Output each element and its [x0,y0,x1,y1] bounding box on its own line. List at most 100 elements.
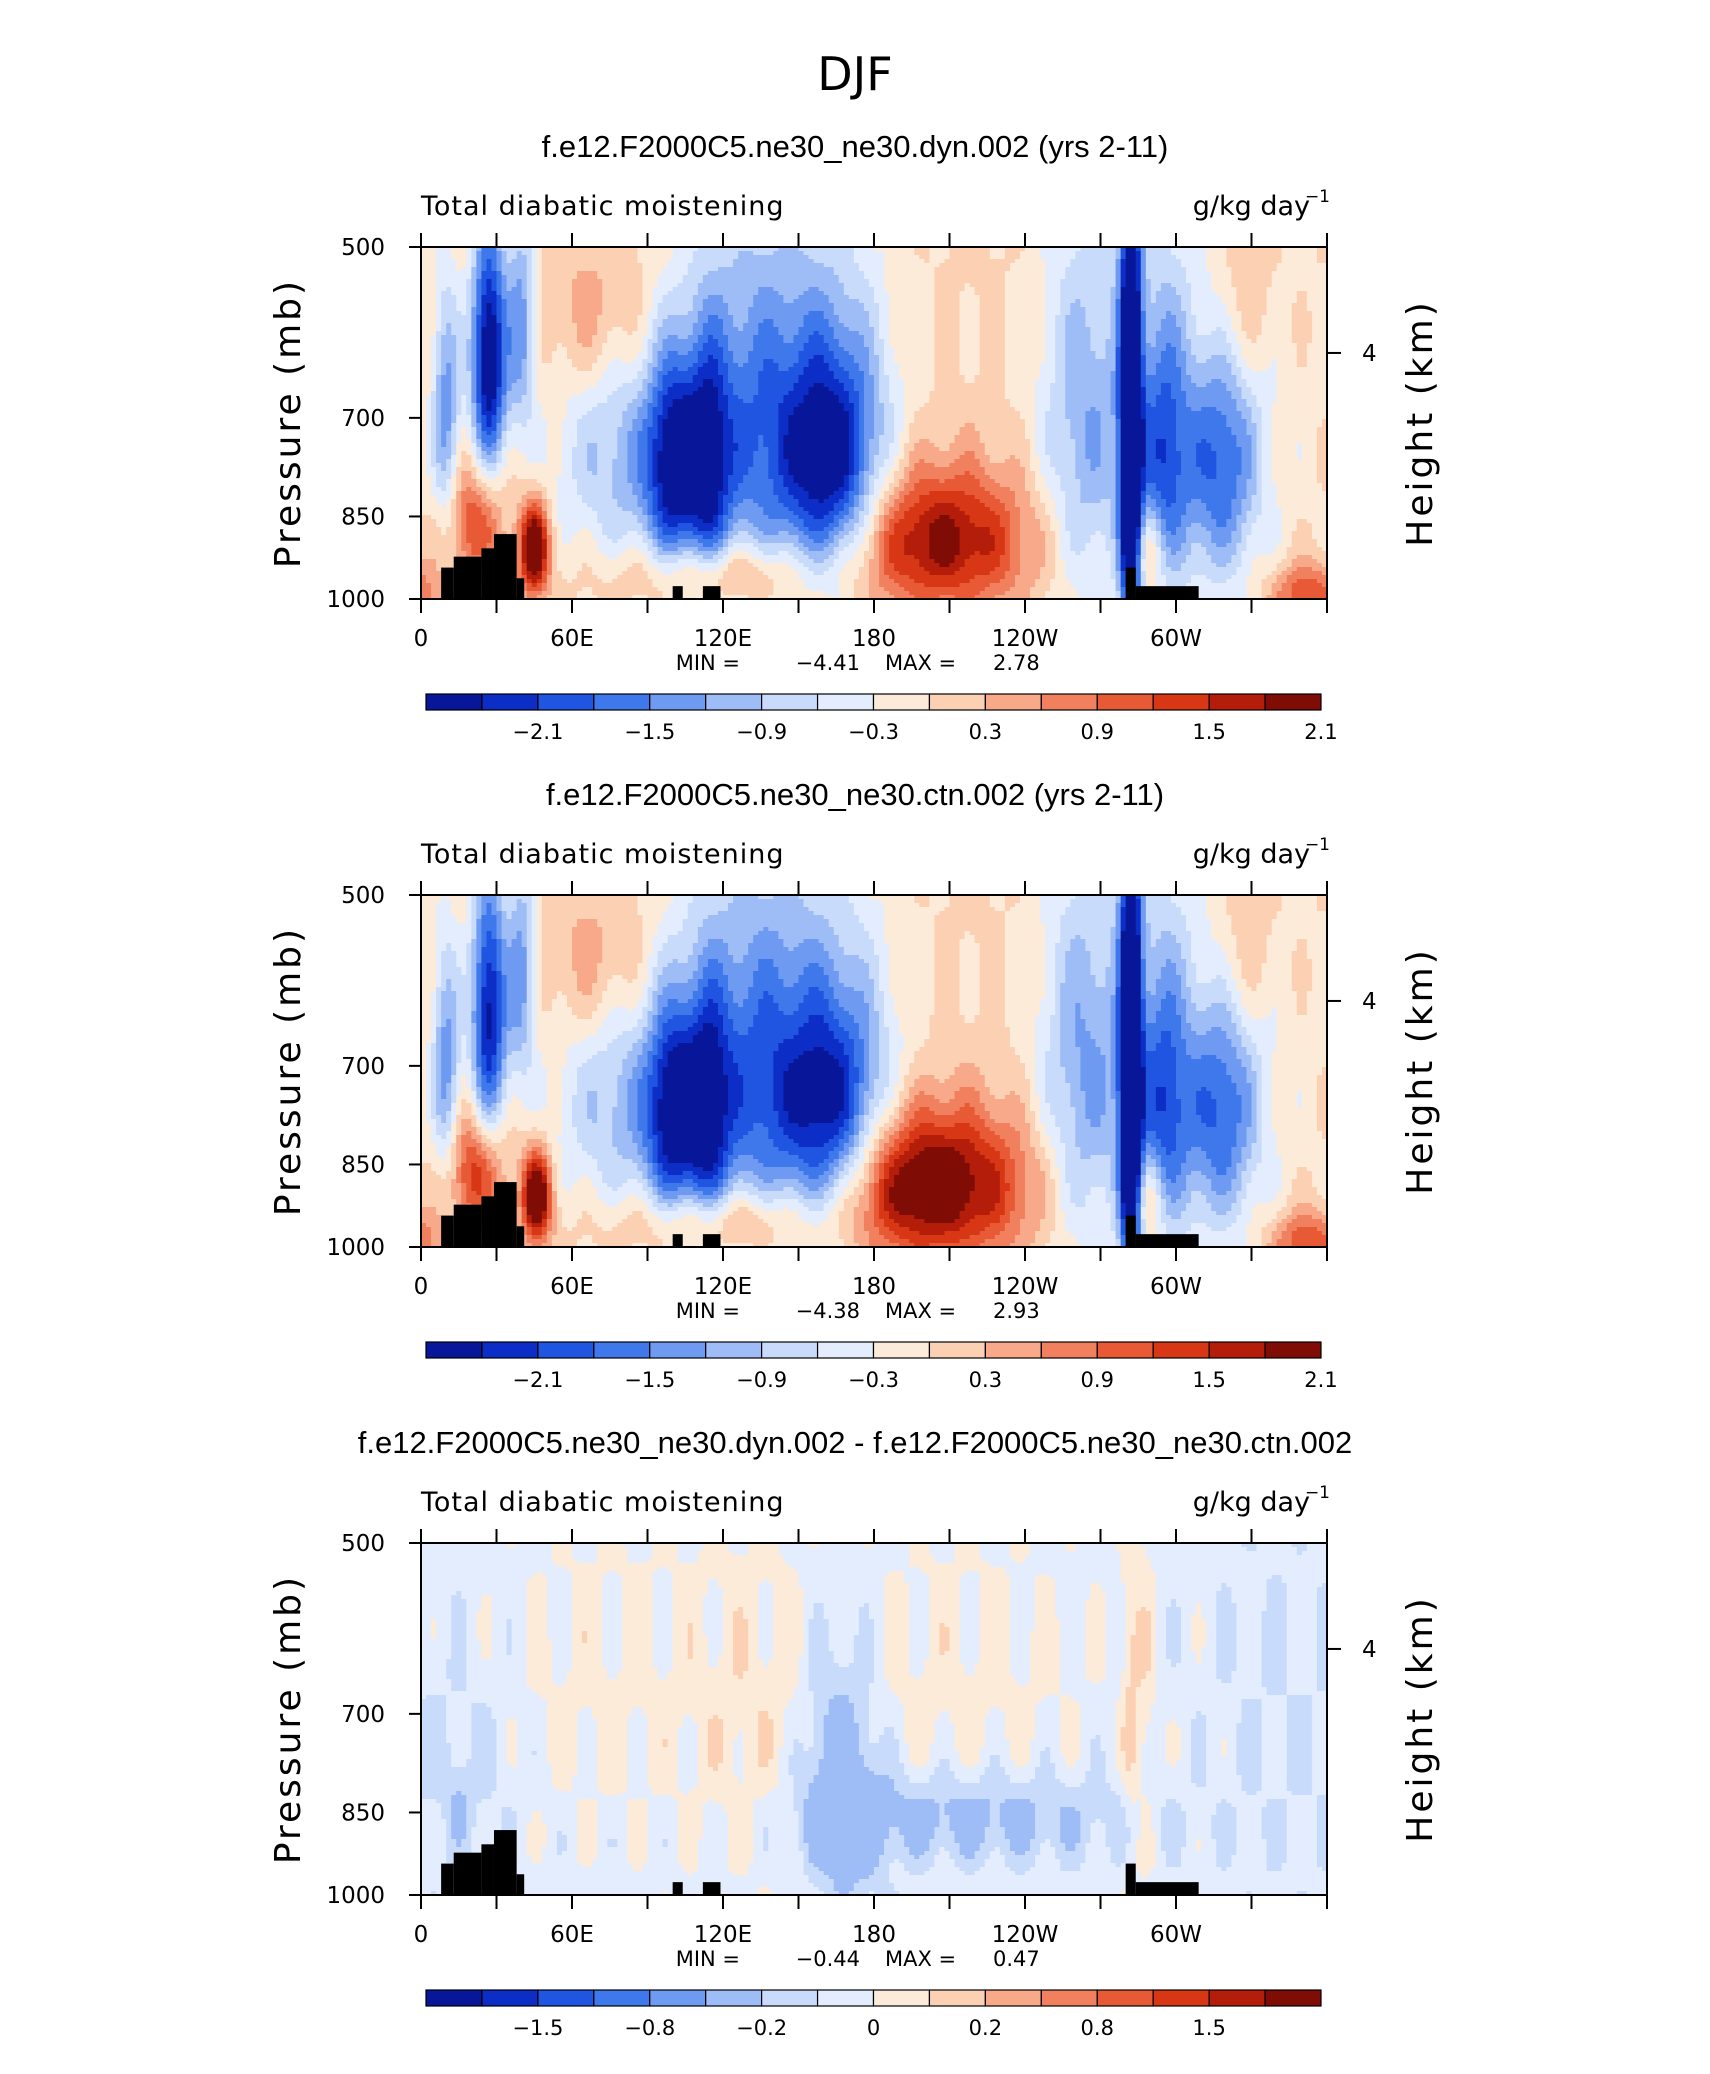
heatmap-cell [1045,559,1056,564]
heatmap-cell [496,307,503,312]
heatmap-cell [456,487,462,492]
heatmap-cell [884,359,895,364]
heatmap-cell [617,503,639,508]
heatmap-cell [889,575,910,580]
heatmap-cell [1019,251,1041,256]
heatmap-cell [1266,595,1278,600]
heatmap-cell [446,323,452,328]
heatmap-cell [934,387,1006,392]
heatmap-cell [667,511,719,516]
heatmap-cell [1226,387,1243,392]
heatmap-cell [461,523,467,528]
heatmap-cell [793,511,810,516]
heatmap-cell [1120,483,1142,488]
heatmap-cell [471,335,477,340]
heatmap-cell [808,491,835,496]
heatmap-cell [622,327,639,332]
heatmap-cell [1176,475,1207,480]
heatmap-cell [868,475,880,480]
heatmap-cell [863,519,870,524]
heatmap-cell [1191,283,1212,288]
heatmap-cell [934,299,961,304]
heatmap-cell [884,503,895,508]
heatmap-cell [1115,487,1122,492]
heatmap-cell [536,383,598,388]
heatmap-cell [521,423,528,428]
heatmap-cell [1045,451,1076,456]
heatmap-cell [1075,459,1092,464]
heatmap-cell [833,371,850,376]
heatmap-cell [1226,415,1243,420]
heatmap-cell [868,559,880,564]
heatmap-cell [592,571,623,576]
heatmap-cell [602,287,644,292]
heatmap-cell [818,499,825,504]
heatmap-cell [496,451,503,456]
heatmap-cell [717,367,729,372]
heatmap-cell [436,363,442,368]
heatmap-cell [1241,507,1253,512]
heatmap-cell [692,251,739,256]
heatmap-cell [1176,319,1187,324]
heatmap-cell [657,351,669,356]
heatmap-cell [577,595,598,600]
heatmap-cell [506,403,513,408]
heatmap-cell [1291,323,1313,328]
heatmap-cell [491,287,498,292]
heatmap-cell [1140,483,1147,488]
heatmap-cell [959,531,991,536]
heatmap-cell [466,279,472,284]
heatmap-cell [1009,403,1036,408]
heatmap-cell [1045,431,1071,436]
heatmap-cell [889,507,900,512]
heatmap-cell [526,263,533,268]
heatmap-cell [1196,451,1217,456]
heatmap-cell [481,347,498,352]
heatmap-cell [471,303,477,308]
heatmap-cell [1120,427,1147,432]
heatmap-cell [597,455,618,460]
heatmap-cell [642,403,649,408]
heatmap-cell [1291,315,1313,320]
heatmap-cell [1261,415,1273,420]
heatmap-cell [461,543,472,548]
heatmap-cell [561,467,573,472]
heatmap-cell [874,403,885,408]
heatmap-cell [441,487,447,492]
heatmap-cell [717,579,774,584]
heatmap-cell [989,583,1016,588]
heatmap-cell [868,455,875,460]
heatmap-cell [451,519,457,524]
heatmap-cell [1125,251,1137,256]
heatmap-cell [904,515,920,520]
heatmap-cell [506,355,528,360]
heatmap-cell [1211,447,1243,452]
heatmap-cell [1216,291,1237,296]
heatmap-cell [526,507,543,512]
heatmap-cell [763,319,774,324]
heatmap-cell [728,475,744,480]
heatmap-cell [979,463,1021,468]
heatmap-cell [1055,555,1061,560]
heatmap-cell [466,311,472,316]
heatmap-cell [723,487,729,492]
heatmap-cell [919,495,976,500]
heatmap-cell [536,579,543,584]
heatmap-cell [551,499,558,504]
heatmap-cell [1110,551,1117,556]
heatmap-cell [486,311,493,316]
heatmap-cell [1055,515,1066,520]
heatmap-cell [431,475,437,480]
heatmap-cell [924,511,966,516]
heatmap-cell [1176,323,1187,328]
heatmap-cell [934,379,966,384]
heatmap-cell [823,311,835,316]
heatmap-cell [1050,527,1061,532]
heatmap-cell [536,519,543,524]
heatmap-cell [954,503,986,508]
heatmap-cell [733,319,749,324]
heatmap-cell [884,507,890,512]
heatmap-cell [451,479,457,484]
heatmap-cell [521,507,528,512]
heatmap-cell [1019,527,1041,532]
